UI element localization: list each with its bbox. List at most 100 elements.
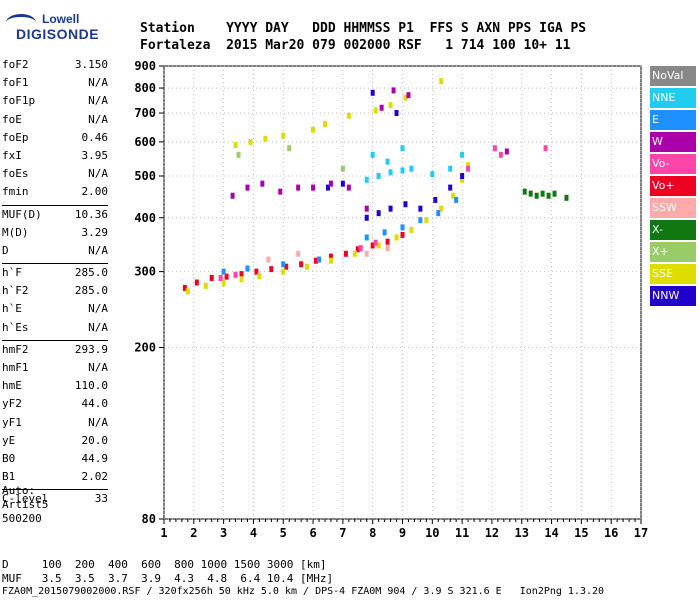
data-point [454,196,459,203]
data-point [328,180,333,187]
param-row: fmin 2.00 [2,185,108,203]
data-point [343,250,348,257]
param-name: M(D) [2,225,29,239]
data-point [364,234,369,241]
data-point [221,280,226,287]
digisonde-logo: Lowell DIGISONDE [4,8,124,48]
param-row: fxI 3.95 [2,149,108,167]
param-value: 293.9 [74,342,108,356]
y-tick-label: 80 [142,512,156,526]
data-point [430,171,435,178]
data-point [263,135,268,142]
param-separator [2,339,108,341]
data-point [233,142,238,149]
param-value: 10.36 [74,207,108,221]
x-tick-label: 13 [515,526,529,540]
parameter-panel: foF2 3.150 foF1 N/A foF1p N/A foE N/A foEp 0.46 fx… [2,58,108,511]
data-point [364,205,369,212]
data-point [546,192,551,199]
param-value: 33 [94,492,108,506]
param-name: yF1 [2,415,22,429]
param-value: 2.00 [81,185,109,199]
param-name: foF1p [2,94,36,108]
auto-artist: Artist5 [2,498,49,511]
param-value: 110.0 [74,379,108,393]
data-point [418,205,423,212]
x-tick-label: 10 [425,526,439,540]
legend-item: X+ [650,242,696,262]
data-point [311,184,316,191]
data-point [460,151,465,158]
auto-version: 500200 [2,512,42,525]
data-point [328,253,333,260]
data-point [379,104,384,111]
x-tick-label: 2 [190,526,197,540]
data-point [370,242,375,249]
data-point [448,165,453,172]
data-point [385,245,390,252]
data-point [185,288,190,295]
x-tick-label: 17 [634,526,648,540]
param-name: D [2,243,9,257]
param-value: N/A [88,167,108,181]
data-point [314,257,319,264]
x-tick-label: 14 [544,526,558,540]
data-point [346,112,351,119]
data-point [436,210,441,217]
data-point [224,273,229,280]
legend-item: E [650,110,696,130]
param-row: yE 20.0 [2,434,108,452]
data-point [257,273,262,280]
param-value: N/A [88,320,108,334]
param-value: 20.0 [81,433,109,447]
x-tick-label: 7 [339,526,346,540]
param-row: hmF1 N/A [2,361,108,379]
data-point [296,250,301,257]
legend-item: NNE [650,88,696,108]
data-point [394,110,399,117]
data-point [328,257,333,264]
data-point [317,256,322,263]
param-value: N/A [88,94,108,108]
param-name: hmF1 [2,361,29,374]
data-point [281,268,286,275]
data-point [385,238,390,245]
data-point [391,87,396,94]
legend-item: SSW [650,198,696,218]
param-row: foE N/A [2,113,108,131]
x-tick-label: 3 [220,526,227,540]
param-value: 285.0 [74,284,108,298]
data-point [418,217,423,224]
y-tick-label: 400 [134,211,156,225]
data-point [373,107,378,114]
data-point [388,205,393,212]
param-value: N/A [88,76,108,90]
param-name: foEs [2,167,29,181]
param-name: hmF2 [2,342,29,356]
data-point [492,145,497,152]
y-tick-label: 500 [134,169,156,183]
data-point [340,180,345,187]
data-point [498,151,503,158]
data-point [364,176,369,183]
param-name: yF2 [2,397,22,411]
param-row: yF1 N/A [2,416,108,434]
data-point [400,224,405,231]
param-row: h`E N/A [2,302,108,320]
data-point [287,145,292,152]
param-row: B1 2.02 [2,470,108,488]
param-name: yE [2,433,16,447]
param-row: M(D) 3.29 [2,226,108,244]
legend-item: X- [650,220,696,240]
param-separator [2,263,108,265]
data-point [543,145,548,152]
data-point [403,94,408,101]
y-tick-label: 300 [134,265,156,279]
param-name: foF1 [2,76,29,90]
data-point [194,279,199,286]
data-point [254,268,259,275]
y-tick-label: 800 [134,81,156,95]
param-row: h`F 285.0 [2,266,108,284]
data-point [346,184,351,191]
autoscaling-info: Auto: Artist5 500200 [2,484,48,526]
